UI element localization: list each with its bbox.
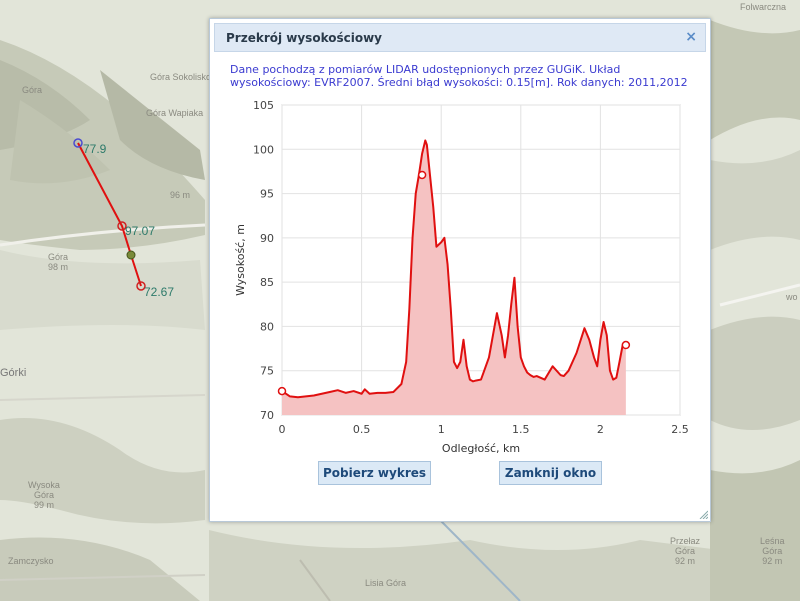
map-place-label: 96 m [170, 190, 191, 200]
x-tick-label: 1.5 [512, 423, 530, 436]
y-tick-label: 75 [260, 365, 274, 378]
map-place-label: wo [786, 292, 798, 302]
map-place-label: Góra [22, 85, 43, 95]
map-place-label: Góra Wapiaka [146, 108, 204, 118]
y-tick-label: 80 [260, 320, 274, 333]
x-tick-label: 0 [279, 423, 286, 436]
y-tick-label: 105 [253, 99, 274, 112]
marker-label-max: 97.07 [125, 224, 156, 238]
close-window-button[interactable]: Zamknij okno [499, 461, 602, 485]
y-tick-label: 100 [253, 143, 274, 156]
x-tick-label: 0.5 [353, 423, 371, 436]
map-place-label: Góra Sokolisko [150, 72, 212, 82]
y-tick-label: 90 [260, 232, 274, 245]
resize-handle-icon[interactable] [698, 509, 708, 519]
map-place-label: Wysoka Góra 99 m [28, 480, 60, 510]
dialog-titlebar[interactable]: Przekrój wysokościowy × [214, 23, 706, 52]
map-place-label: Zamczysko [8, 556, 54, 566]
x-axis-label: Odległość, km [442, 442, 520, 455]
profile-line [77, 142, 142, 287]
dialog-title: Przekrój wysokościowy [226, 31, 382, 45]
profile-cursor-marker [126, 250, 136, 260]
x-tick-label: 2.5 [671, 423, 689, 436]
profile-max-marker [117, 221, 127, 231]
x-tick-label: 1 [438, 423, 445, 436]
map-place-label: Górki [0, 367, 27, 379]
y-tick-label: 95 [260, 188, 274, 201]
profile-start-marker [73, 138, 83, 148]
data-source-info: Dane pochodzą z pomiarów LIDAR udostępni… [230, 63, 688, 89]
download-chart-button[interactable]: Pobierz wykres [318, 461, 431, 485]
marker-label-start: 77.9 [83, 142, 107, 156]
map-place-label: Leśna Góra 92 m [760, 536, 785, 566]
map-place-label: Przełaz Góra 92 m [670, 536, 701, 566]
map-place-label: Góra 98 m [48, 252, 69, 272]
elevation-chart: 70 75 80 85 90 95 100 105 0 0.5 1 1.5 2 2.5 Odległość,… [234, 99, 689, 455]
elevation-marker [417, 170, 427, 180]
profile-end-marker [136, 281, 146, 291]
y-tick-label: 85 [260, 276, 274, 289]
elevation-marker [277, 386, 287, 396]
marker-label-end: 72.67 [144, 285, 175, 299]
y-tick-label: 70 [260, 409, 274, 422]
elevation-profile-dialog: Przekrój wysokościowy × Dane pochodzą z … [209, 18, 711, 522]
x-tick-label: 2 [597, 423, 604, 436]
elevation-line [281, 139, 626, 399]
y-axis-label: Wysokość, m [234, 224, 247, 296]
elevation-marker [621, 340, 631, 350]
close-icon[interactable]: × [685, 29, 697, 45]
map-place-label: Lisia Góra [365, 578, 407, 588]
elevation-area [282, 140, 626, 415]
map-place-label: Folwarczna [740, 2, 787, 12]
